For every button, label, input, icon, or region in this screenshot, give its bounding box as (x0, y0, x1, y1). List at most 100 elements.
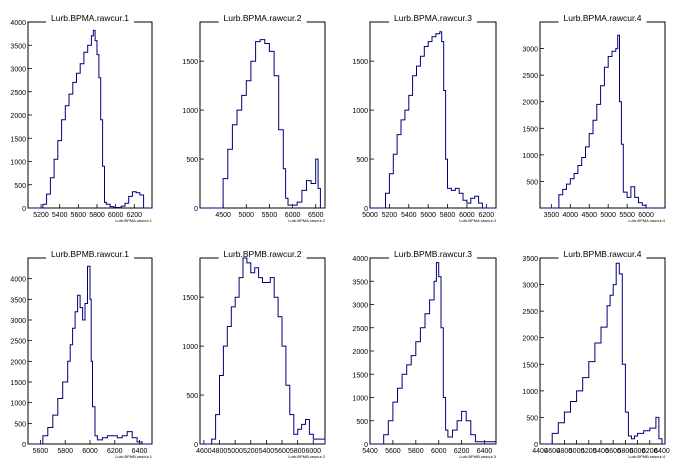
x-tick-label: 4800 (557, 448, 573, 455)
histogram-bin (72, 328, 73, 329)
x-tick-label: 4600 (196, 448, 212, 455)
histogram-bin (255, 41, 256, 42)
histogram-bin (141, 443, 143, 445)
histogram-bin (223, 345, 224, 347)
histogram-bin (76, 72, 77, 74)
y-tick-label: 500 (186, 393, 198, 400)
histogram-bin (410, 355, 412, 356)
histogram-bin (320, 207, 321, 209)
histogram-bin (466, 202, 468, 204)
y-tick-label: 2000 (10, 113, 26, 120)
y-tick-label: 1000 (10, 160, 26, 167)
y-tick-label: 1500 (522, 126, 538, 133)
histogram-panel: Lurb.BPMA.rawcur.4 500 1000 1500 2000 2500 300… (522, 12, 666, 223)
histogram-bin (383, 434, 385, 436)
histogram-bin (547, 207, 548, 209)
x-tick-label: 5600 (385, 448, 401, 455)
histogram-bin (32, 443, 34, 445)
histogram-bin (259, 39, 261, 40)
x-tick-label: 5400 (362, 448, 378, 455)
plot-frame (539, 257, 666, 445)
histogram-bin (401, 374, 403, 375)
title-box (558, 248, 647, 262)
histogram-bin (211, 438, 212, 440)
histogram-bin (315, 158, 317, 160)
y-tick-label: 3000 (522, 47, 538, 54)
histogram-bin (408, 95, 410, 96)
y-tick-label: 3000 (352, 303, 368, 310)
histogram-panel: Lurb.BPMA.rawcur.1 0 500 1000 1500 2000 2500 30… (10, 12, 153, 223)
x-tick-label: 5000 (239, 212, 255, 219)
histogram-bin (94, 40, 96, 41)
y-tick-label: 3000 (10, 67, 26, 74)
histogram-series (370, 262, 497, 445)
histogram-bin (470, 434, 472, 436)
x-tick-label: 5200 (581, 448, 597, 455)
histogram-bin (37, 443, 39, 445)
histogram-bin (378, 443, 380, 445)
histogram-bin (213, 207, 215, 209)
histogram-bin (297, 429, 299, 430)
histogram-bin (416, 65, 417, 67)
histogram-series (370, 31, 496, 209)
histogram-bin (222, 178, 224, 179)
y-tick-label: 0 (194, 442, 198, 449)
histogram-bin (306, 180, 307, 181)
histogram-bin (98, 77, 100, 79)
x-tick-label: 6000 (459, 212, 475, 219)
histogram-bin (424, 313, 426, 315)
histogram-bin (258, 277, 259, 278)
histogram-bin (607, 56, 609, 57)
x-tick-label: 6200 (642, 448, 658, 455)
histogram-bin (107, 435, 108, 437)
histogram-bin (373, 207, 375, 209)
histogram-bin (236, 109, 238, 111)
y-tick-label: 3500 (352, 279, 368, 286)
y-tick-label: 0 (364, 206, 368, 213)
histogram-bin (596, 104, 598, 105)
histogram-bin (199, 443, 201, 445)
plot-frame (27, 21, 153, 209)
histogram-bin (445, 158, 446, 160)
histogram-bin (218, 207, 219, 209)
histogram-bin (106, 204, 107, 205)
histogram-bin (227, 149, 229, 150)
histogram-bin (385, 193, 386, 194)
histogram-bin (389, 173, 390, 174)
histogram-bin (121, 435, 123, 437)
histogram-bin (634, 197, 635, 198)
x-tick-label: 5500 (619, 212, 635, 219)
histogram-bin (592, 120, 594, 121)
histogram-bin (625, 411, 626, 413)
x-tick-label: 5400 (52, 212, 68, 219)
y-tick-label: 2000 (522, 100, 538, 107)
histogram-bin (42, 204, 44, 205)
histogram-bin (100, 119, 101, 120)
histogram-bin (50, 177, 51, 179)
histogram-bin (53, 158, 55, 160)
histogram-bin (435, 33, 437, 34)
histogram-bin (219, 375, 220, 376)
histogram-bin (87, 266, 88, 267)
histogram-bin (539, 207, 541, 209)
histogram-bin (412, 75, 413, 77)
histogram-bin (47, 427, 49, 428)
histogram-bin (283, 168, 284, 170)
histogram-bin (643, 430, 644, 432)
histogram-series (540, 34, 665, 209)
histogram-panel: Lurb.BPMB.rawcur.4 0 500 1000 1500 2000 2500 30… (522, 248, 670, 459)
x-tick-label: 6000 (285, 212, 301, 219)
histogram-bin (441, 41, 443, 42)
histogram-bin (281, 345, 283, 347)
histogram-bin (84, 303, 86, 304)
histogram-bin (456, 420, 458, 422)
histogram-bin (35, 207, 36, 209)
y-tick-label: 500 (14, 183, 26, 190)
histogram-bin (82, 319, 83, 321)
y-tick-label: 1500 (522, 362, 538, 369)
y-tick-label: 2500 (10, 339, 26, 346)
histogram-bin (393, 153, 394, 155)
x-tick-label: 5800 (290, 448, 306, 455)
x-tick-label: 5800 (57, 448, 73, 455)
